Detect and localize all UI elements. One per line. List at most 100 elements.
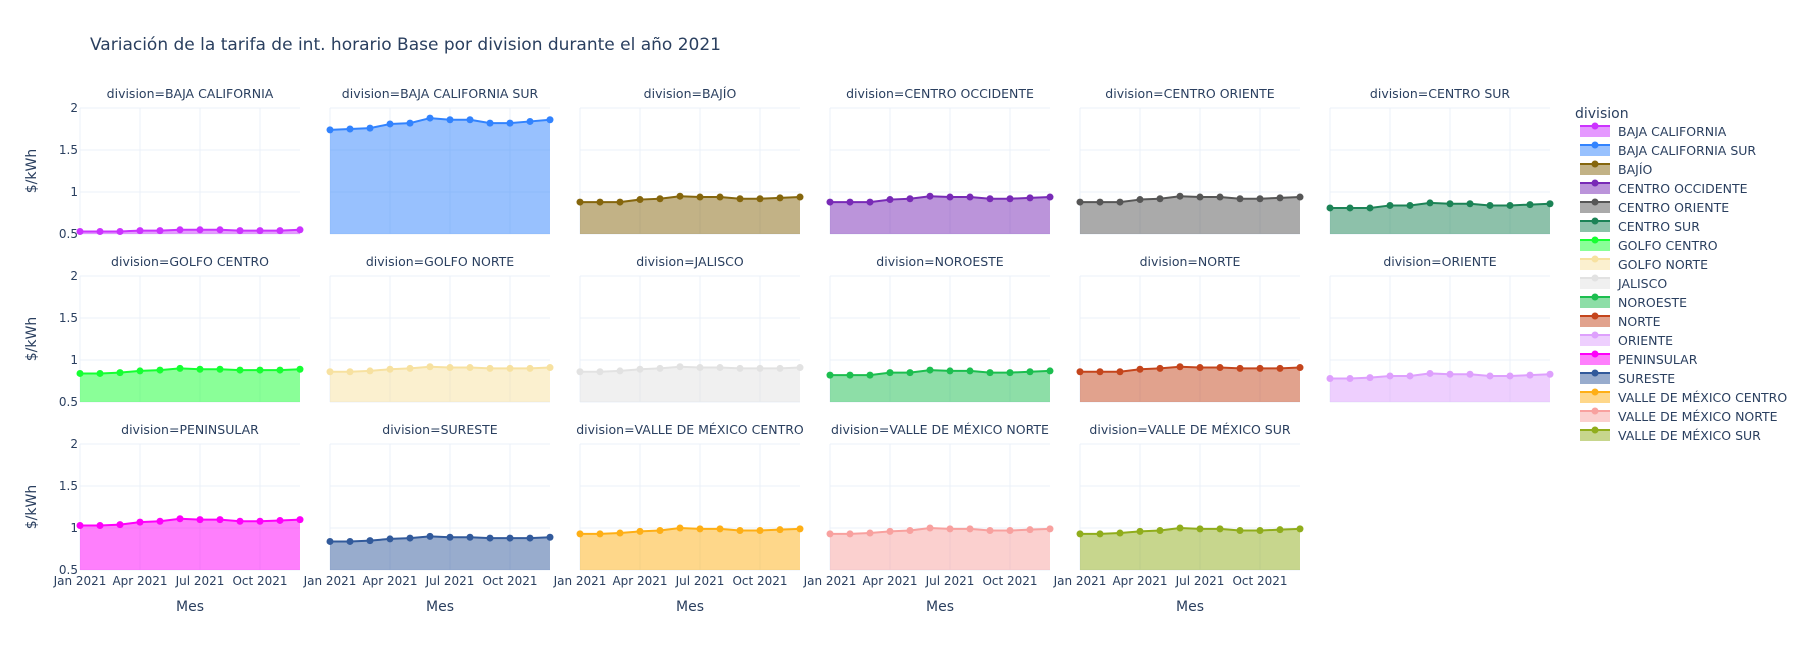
data-point (1076, 198, 1084, 206)
data-point (756, 195, 764, 203)
data-point (1156, 195, 1164, 203)
x-tick-label: Apr 2021 (112, 574, 167, 588)
x-tick-label: Apr 2021 (612, 574, 667, 588)
legend-label: BAJA CALIFORNIA SUR (1618, 143, 1756, 158)
data-point (366, 367, 374, 375)
data-point (676, 363, 684, 371)
data-point (596, 368, 604, 376)
data-point (886, 369, 894, 377)
data-point (1116, 198, 1124, 206)
legend-item-noroeste[interactable]: NOROESTE (1580, 293, 1687, 311)
data-point (196, 365, 204, 373)
series-area (580, 196, 800, 234)
chart-title: Variación de la tarifa de int. horario B… (90, 35, 721, 55)
facet-title: division=CENTRO OCCIDENTE (846, 86, 1034, 101)
legend-swatch (1580, 316, 1610, 327)
legend-item-centro-oriente[interactable]: CENTRO ORIENTE (1580, 198, 1729, 216)
data-point (276, 227, 284, 235)
facet-panel-bajio: division=BAJÍO (576, 86, 804, 235)
data-point (1176, 524, 1184, 532)
data-point (826, 198, 834, 206)
data-point (1256, 364, 1264, 372)
data-point (926, 366, 934, 374)
x-axis-title: Mes (1176, 599, 1204, 615)
data-point (656, 364, 664, 372)
facet-panel-centro-oriente: division=CENTRO ORIENTE (1076, 86, 1304, 235)
legend-label: SURESTE (1618, 371, 1675, 386)
facet-panel-baja-california-sur: division=BAJA CALIFORNIA SUR (326, 86, 554, 235)
data-point (676, 524, 684, 532)
legend-item-valle-de-mexico-centro[interactable]: VALLE DE MÉXICO CENTRO (1580, 388, 1787, 406)
data-point (846, 198, 854, 206)
facet-title: division=VALLE DE MÉXICO CENTRO (576, 422, 804, 437)
series-area (80, 368, 300, 402)
data-point (1006, 369, 1014, 377)
data-point (1506, 201, 1514, 209)
data-point (696, 193, 704, 201)
legend-marker (1591, 179, 1599, 187)
data-point (406, 364, 414, 372)
data-point (1486, 372, 1494, 380)
data-point (1236, 364, 1244, 372)
data-point (1026, 526, 1034, 534)
legend-item-valle-de-mexico-norte[interactable]: VALLE DE MÉXICO NORTE (1580, 407, 1778, 425)
data-point (466, 364, 474, 372)
legend-marker (1591, 331, 1599, 339)
legend-label: VALLE DE MÉXICO SUR (1618, 428, 1761, 443)
legend-item-oriente[interactable]: ORIENTE (1580, 331, 1673, 349)
legend-item-valle-de-mexico-sur[interactable]: VALLE DE MÉXICO SUR (1580, 426, 1761, 444)
data-point (1256, 195, 1264, 203)
data-point (1486, 201, 1494, 209)
data-point (736, 195, 744, 203)
facet-panel-valle-de-mexico-centro: division=VALLE DE MÉXICO CENTRO Jan 2021 A… (553, 422, 804, 615)
legend-item-sureste[interactable]: SURESTE (1580, 369, 1675, 387)
data-point (946, 193, 954, 201)
legend-marker (1591, 350, 1599, 358)
data-point (986, 527, 994, 535)
series-area (830, 196, 1050, 234)
legend-item-golfo-centro[interactable]: GOLFO CENTRO (1580, 236, 1718, 254)
data-point (736, 364, 744, 372)
data-point (176, 515, 184, 523)
legend-swatch (1580, 259, 1610, 270)
data-point (446, 116, 454, 124)
x-axis-title: Mes (676, 599, 704, 615)
legend-marker (1591, 160, 1599, 168)
data-point (96, 369, 104, 377)
facet-panels: division=BAJA CALIFORNIA0.511.52$/kWhdiv… (24, 86, 1554, 615)
y-axis-title: $/kWh (24, 317, 40, 361)
data-point (796, 525, 804, 533)
series-area (580, 366, 800, 402)
legend-item-centro-sur[interactable]: CENTRO SUR (1580, 217, 1700, 235)
data-point (1386, 201, 1394, 209)
legend-label: CENTRO SUR (1618, 219, 1700, 234)
legend-item-norte[interactable]: NORTE (1580, 312, 1661, 330)
data-point (1196, 193, 1204, 201)
legend-swatch (1580, 126, 1610, 137)
x-tick-label: Oct 2021 (482, 574, 537, 588)
facet-panel-valle-de-mexico-sur: division=VALLE DE MÉXICO SUR Jan 2021 Apr … (1053, 422, 1304, 615)
data-point (546, 364, 554, 372)
data-point (616, 198, 624, 206)
legend-item-centro-occidente[interactable]: CENTRO OCCIDENTE (1580, 179, 1748, 197)
data-point (236, 517, 244, 525)
data-point (776, 194, 784, 202)
legend-item-bajio[interactable]: BAJÍO (1580, 160, 1652, 178)
data-point (446, 364, 454, 372)
legend-item-peninsular[interactable]: PENINSULAR (1580, 350, 1698, 368)
data-point (986, 195, 994, 203)
legend-label: VALLE DE MÉXICO NORTE (1618, 409, 1778, 424)
data-point (196, 516, 204, 524)
data-point (176, 364, 184, 372)
legend-item-jalisco[interactable]: JALISCO (1580, 274, 1667, 292)
data-point (96, 521, 104, 529)
legend-item-baja-california-sur[interactable]: BAJA CALIFORNIA SUR (1580, 141, 1756, 159)
data-point (1406, 201, 1414, 209)
data-point (276, 516, 284, 524)
legend-item-baja-california[interactable]: BAJA CALIFORNIA (1580, 122, 1727, 140)
data-point (1276, 526, 1284, 534)
facet-panel-noroeste: division=NOROESTE (826, 254, 1054, 403)
legend-item-golfo-norte[interactable]: GOLFO NORTE (1580, 255, 1708, 273)
data-point (256, 517, 264, 525)
